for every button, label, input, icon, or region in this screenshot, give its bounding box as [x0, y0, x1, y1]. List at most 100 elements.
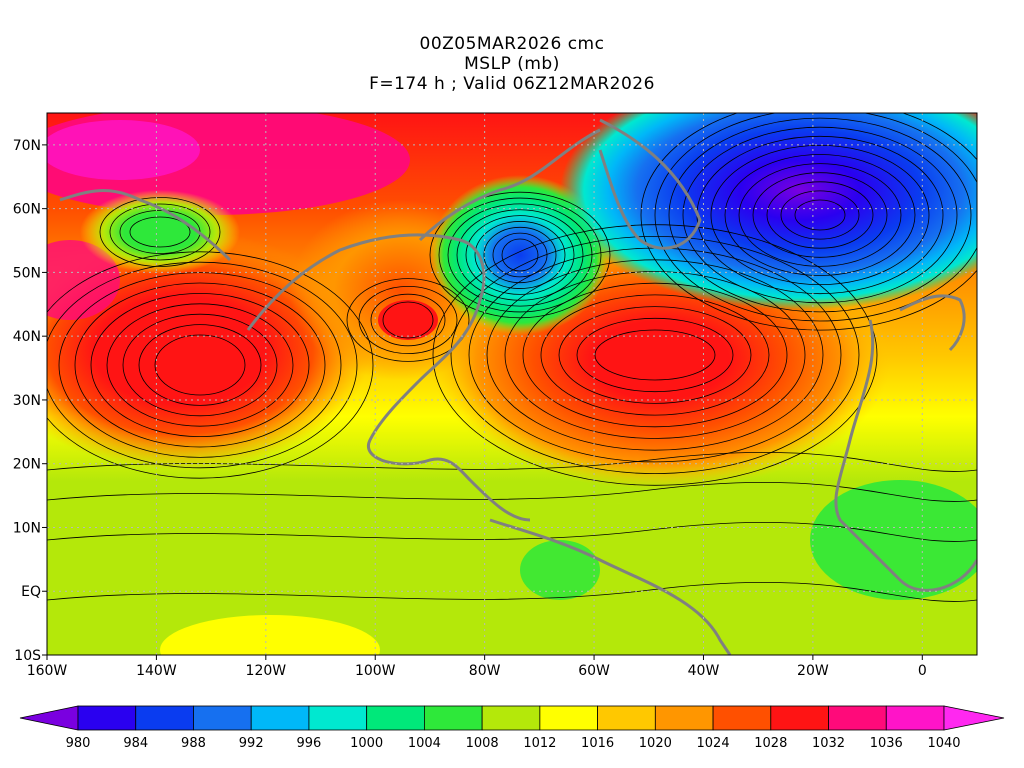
isobar	[752, 172, 888, 258]
isobar	[47, 521, 977, 542]
colorbar-label: 1012	[523, 736, 556, 751]
south-pacific-patch	[160, 615, 380, 655]
isobar	[129, 216, 191, 248]
x-tick-label: 40W	[688, 663, 720, 679]
isobars	[47, 113, 977, 602]
colorbar-label: 988	[181, 736, 206, 751]
colorbar-swatch	[770, 705, 829, 731]
isobar	[447, 203, 593, 307]
y-tick-label: 40N	[13, 329, 41, 345]
x-tick-label: 20W	[797, 663, 829, 679]
title-line-3: F=174 h ; Valid 06Z12MAR2026	[369, 74, 655, 94]
isobar	[47, 581, 977, 602]
isobar	[780, 190, 860, 240]
colorbar-swatch	[77, 705, 137, 731]
south-america-coast	[489, 518, 732, 655]
colorbar-label: 1016	[581, 736, 614, 751]
colorbar-label: 1032	[812, 736, 845, 751]
y-axis: 70N 60N 50N 40N 30N 20N 10N EQ 10S	[13, 138, 47, 664]
x-tick-label: 140W	[136, 663, 177, 679]
mediterranean-coast	[899, 294, 966, 352]
isobar	[432, 224, 878, 486]
y-tick-label: 30N	[13, 393, 41, 409]
colorbar-label: 1004	[408, 736, 441, 751]
isobar	[710, 144, 930, 285]
x-axis: 160W 140W 120W 100W 80W 60W 40W 20W 0	[27, 655, 927, 679]
isobar	[594, 329, 716, 381]
colorbar-swatch	[828, 705, 887, 731]
x-tick-label: 0	[918, 663, 927, 679]
isobar	[47, 251, 374, 479]
isobar	[47, 261, 358, 469]
alaska-low	[80, 190, 240, 274]
greenland-coast	[598, 118, 702, 250]
pressure-field	[47, 113, 977, 655]
isobar	[99, 197, 221, 267]
africa-europe-coast	[834, 319, 977, 592]
colorbar-swatch	[193, 705, 252, 731]
colorbar-label: 1024	[697, 736, 730, 751]
colorbar-arrow-low	[19, 705, 79, 731]
isobar	[558, 306, 752, 404]
isobar	[154, 334, 246, 396]
greenland-iceland-low	[560, 113, 977, 310]
isobar	[668, 117, 972, 313]
chart-title: 00Z05MAR2026 cmc MSLP (mb) F=174 h ; Val…	[0, 34, 1024, 94]
isobar	[438, 197, 602, 313]
isobar	[346, 278, 470, 362]
isobar	[47, 481, 977, 502]
isobar	[109, 203, 211, 261]
isobar	[74, 282, 326, 448]
isobar	[138, 324, 262, 406]
x-tick-label: 100W	[355, 663, 396, 679]
x-tick-label: 120W	[246, 663, 287, 679]
isobar	[682, 126, 958, 304]
y-tick-label: 10S	[14, 648, 41, 664]
isobar	[106, 303, 294, 427]
isobar	[58, 272, 342, 458]
arctic-high-core	[47, 120, 200, 180]
isobar	[474, 221, 566, 289]
isobar	[501, 238, 539, 272]
plot-frame	[46, 112, 978, 656]
south-america-low	[520, 540, 600, 600]
isobar	[429, 191, 611, 319]
isobar	[504, 271, 806, 439]
colorbar-swatch	[250, 705, 310, 731]
colorbar-swatch	[597, 705, 656, 731]
title-line-2: MSLP (mb)	[464, 54, 560, 74]
colorbar-label: 992	[239, 736, 264, 751]
colorbar: 980 984 988 992 996 1000 1004 1008 1012 1016 1020 1…	[19, 705, 1005, 751]
y-tick-label: EQ	[21, 584, 41, 600]
isobar	[522, 282, 788, 428]
colorbar-label: 1036	[870, 736, 903, 751]
y-tick-label: 20N	[13, 457, 41, 473]
colorbar-swatch	[712, 705, 772, 731]
colorbar-label: 996	[297, 736, 322, 751]
x-tick-label: 160W	[27, 663, 68, 679]
colorbar-label: 1028	[754, 736, 787, 751]
colorbar-swatch	[481, 705, 541, 731]
canada-arctic-coast	[418, 128, 601, 242]
x-tick-label: 80W	[469, 663, 501, 679]
x-tick-label: 60W	[578, 663, 610, 679]
isobar	[358, 285, 458, 354]
colorbar-arrow-high	[943, 705, 1005, 731]
isobar	[640, 113, 977, 331]
isobar	[122, 313, 278, 417]
colorbar-label: 980	[66, 736, 91, 751]
canada-high-core	[378, 300, 438, 340]
colorbar-swatch	[366, 705, 425, 731]
colorbar-label: 1020	[639, 736, 672, 751]
isobar	[465, 215, 575, 295]
isobar	[370, 293, 446, 347]
y-tick-label: 50N	[13, 265, 41, 281]
isobar	[483, 226, 557, 284]
alaska-coast	[59, 189, 232, 262]
isobar	[724, 154, 916, 276]
colorbar-label: 1000	[350, 736, 383, 751]
gridlines	[47, 113, 977, 655]
isobar	[90, 292, 310, 437]
isobar	[540, 294, 770, 416]
